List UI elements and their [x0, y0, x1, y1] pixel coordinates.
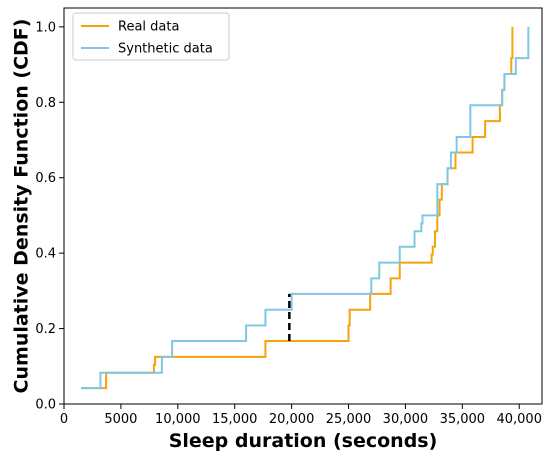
- legend-label-0: Real data: [118, 20, 179, 35]
- y-tick-label: 0.8: [35, 96, 56, 111]
- series-line-0: [81, 26, 514, 390]
- y-tick-label: 1.0: [35, 20, 56, 35]
- y-tick-label: 0.0: [35, 398, 56, 413]
- legend-box: [72, 12, 230, 61]
- x-tick-label: 30,000: [383, 412, 429, 427]
- x-tick-label: 5000: [104, 412, 137, 427]
- ticks-layer: 0 5000 10,000 15,000 20,000 25,000 30,000 35,00…: [35, 20, 542, 427]
- x-tick-label: 15,000: [212, 412, 258, 427]
- legend: Real data Synthetic data: [72, 12, 230, 61]
- x-tick-label: 20,000: [269, 412, 315, 427]
- x-axis-title: Sleep duration (seconds): [169, 430, 438, 452]
- y-axis-title: Cumulative Density Function (CDF): [11, 19, 33, 394]
- series-line-1: [81, 26, 530, 390]
- plot-layer: [81, 26, 530, 390]
- y-tick-label: 0.6: [35, 171, 56, 186]
- x-tick-label: 10,000: [155, 412, 201, 427]
- x-tick-label: 0: [60, 412, 68, 427]
- plot-frame: [63, 7, 543, 405]
- y-tick-label: 0.4: [35, 247, 56, 262]
- legend-label-1: Synthetic data: [118, 42, 213, 57]
- x-tick-label: 40,000: [496, 412, 542, 427]
- y-tick-label: 0.2: [35, 322, 56, 337]
- x-tick-label: 35,000: [440, 412, 486, 427]
- x-tick-label: 25,000: [326, 412, 372, 427]
